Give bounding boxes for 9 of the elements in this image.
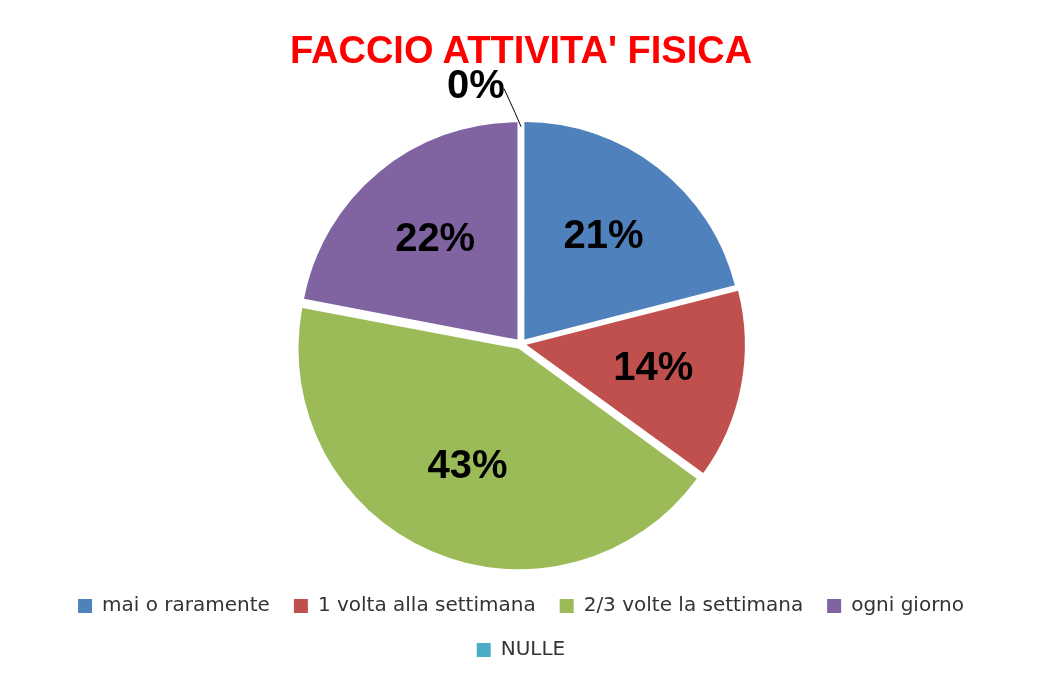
data-label: 21% <box>563 212 644 257</box>
legend-label: ogni giorno <box>851 592 964 617</box>
data-label: 14% <box>613 344 694 389</box>
legend-label: NULLE <box>500 636 566 661</box>
legend-label: 1 volta alla settimana <box>317 592 536 617</box>
data-label: 43% <box>427 442 508 487</box>
legend-label: mai o raramente <box>102 592 270 617</box>
legend-label: 2/3 volte la settimana <box>583 592 804 617</box>
data-label: 22% <box>395 215 476 260</box>
